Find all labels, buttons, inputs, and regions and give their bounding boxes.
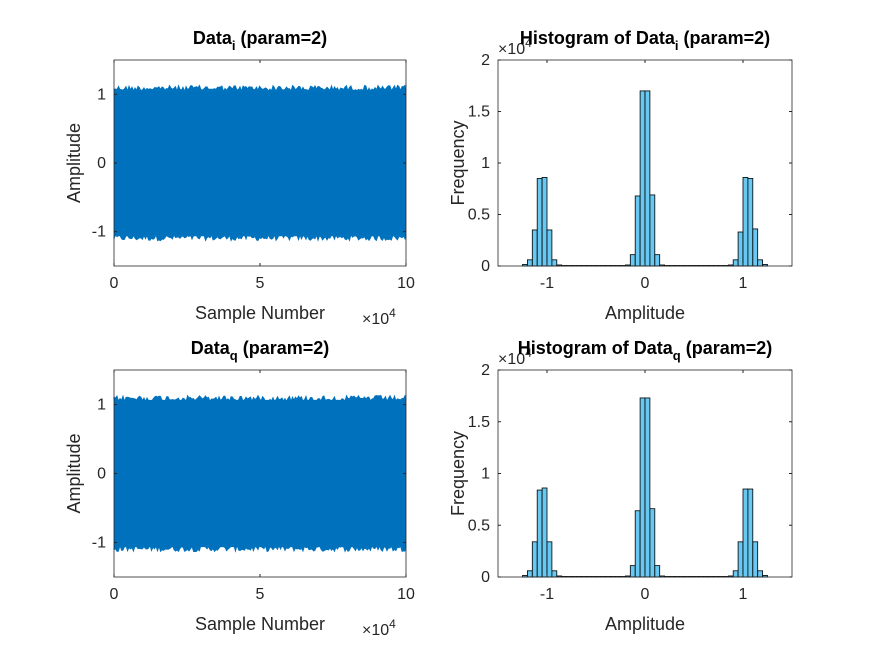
histogram-bar-4-48 <box>752 541 759 578</box>
y-tick-label-3-2: 0 <box>97 466 106 483</box>
x-tick-label-4-1: -1 <box>540 586 554 603</box>
x-tick-label-1-2: 5 <box>256 275 265 292</box>
histogram-bar-4-25 <box>639 397 646 578</box>
histogram-bar-4-4 <box>536 489 543 578</box>
histogram-bar-4-7 <box>551 570 558 578</box>
chart-title-4: Histogram of Dataq (param=2) <box>518 338 773 363</box>
x-axis-label-3: Sample Number <box>195 614 325 634</box>
y-tick-label-3-3: 1 <box>97 397 106 414</box>
histogram-bar-4-44 <box>732 570 739 578</box>
histogram-bar-2-45 <box>737 231 744 267</box>
histogram-bar-4-5 <box>541 487 548 578</box>
y-tick-label-1-3: 1 <box>97 86 106 103</box>
histogram-bar-2-3 <box>531 229 538 267</box>
histogram-bar-2-44 <box>732 259 739 267</box>
histogram-bar-4-24 <box>634 510 641 578</box>
y-tick-label-4-4: 1.5 <box>468 414 490 431</box>
histogram-bar-2-2 <box>527 259 533 267</box>
y-axis-label-1: Amplitude <box>64 123 84 203</box>
y-tick-label-3-1: -1 <box>92 535 106 552</box>
histogram-bar-4-6 <box>546 541 553 578</box>
waveform-body-1 <box>114 90 406 236</box>
y-tick-label-4-3: 1 <box>481 466 490 483</box>
x-tick-label-3-3: 10 <box>397 586 415 603</box>
chart-title-1: Datai (param=2) <box>193 28 327 53</box>
histogram-bar-4-3 <box>531 541 538 578</box>
histogram-bar-2-6 <box>546 229 553 267</box>
waveform-upper-edge-1 <box>113 84 407 93</box>
x-exponent-label-3: ×104 <box>362 617 396 639</box>
histogram-bar-2-7 <box>551 259 558 267</box>
waveform-upper-edge-3 <box>113 394 407 402</box>
histogram-bar-4-49 <box>757 570 764 578</box>
histogram-bar-2-4 <box>536 178 543 267</box>
histogram-bar-4-23 <box>629 565 636 578</box>
y-tick-label-2-2: 0.5 <box>468 207 490 224</box>
y-tick-label-4-2: 0.5 <box>468 517 490 534</box>
y-tick-label-4-5: 2 <box>481 362 490 379</box>
y-tick-label-2-3: 1 <box>481 155 490 172</box>
panel-1: 0 5 10 -1 0 1 Sample Number Amplitude ×104 Datai … <box>64 28 415 328</box>
x-axis-label-4: Amplitude <box>605 614 685 634</box>
x-tick-label-2-3: 1 <box>739 275 748 292</box>
histogram-bar-2-46 <box>742 177 749 267</box>
x-exponent-label-1: ×104 <box>362 306 396 328</box>
x-tick-label-4-3: 1 <box>739 586 748 603</box>
waveform-body-3 <box>114 400 406 547</box>
histogram-bar-2-26 <box>644 90 651 267</box>
x-tick-label-3-1: 0 <box>110 586 119 603</box>
chart-title-3: Dataq (param=2) <box>191 338 330 363</box>
panel-3: 0 5 10 -1 0 1 Sample Number Amplitude ×104 Dataq … <box>64 338 415 639</box>
x-tick-label-1-1: 0 <box>110 275 119 292</box>
panel-2: -1 0 1 0 0.5 1 1.5 2 Amplitude Frequency ×104Histo… <box>448 28 793 323</box>
waveform-lower-edge-3 <box>113 544 407 553</box>
x-axis-label-2: Amplitude <box>605 303 685 323</box>
y-axis-label-3: Amplitude <box>64 433 84 513</box>
histogram-bar-4-28 <box>654 565 661 578</box>
histogram-bar-2-48 <box>752 228 759 267</box>
histogram-bar-2-28 <box>654 254 661 267</box>
histogram-bar-4-27 <box>649 508 656 578</box>
x-tick-label-3-2: 5 <box>256 586 265 603</box>
histogram-bar-4-47 <box>747 488 754 578</box>
histogram-bar-2-47 <box>747 178 754 267</box>
histogram-bar-4-26 <box>644 397 651 578</box>
x-tick-label-2-1: -1 <box>540 275 554 292</box>
y-axis-label-2: Frequency <box>448 120 468 205</box>
histogram-bar-2-49 <box>757 259 764 267</box>
y-tick-label-1-2: 0 <box>97 155 106 172</box>
y-tick-label-1-1: -1 <box>92 224 106 241</box>
y-tick-label-4-1: 0 <box>481 569 490 586</box>
x-tick-label-2-2: 0 <box>641 275 650 292</box>
histogram-bar-2-23 <box>629 254 636 267</box>
y-exponent-label-4: ×104 <box>498 346 532 368</box>
y-axis-label-4: Frequency <box>448 431 468 516</box>
waveform-lower-edge-1 <box>113 234 407 242</box>
histogram-bar-2-24 <box>634 195 641 267</box>
y-exponent-label-2: ×104 <box>498 36 532 58</box>
y-tick-label-2-5: 2 <box>481 52 490 69</box>
histogram-bar-4-45 <box>737 541 744 578</box>
histogram-bar-2-25 <box>639 90 646 267</box>
x-tick-label-1-3: 10 <box>397 275 415 292</box>
y-tick-label-2-1: 0 <box>481 258 490 275</box>
histogram-bar-2-27 <box>649 194 656 267</box>
panel-4: -1 0 1 0 0.5 1 1.5 2 Amplitude Frequency ×104Histo… <box>448 338 793 634</box>
histogram-bar-4-2 <box>527 570 533 578</box>
histogram-bar-2-5 <box>541 177 548 267</box>
x-axis-label-1: Sample Number <box>195 303 325 323</box>
x-tick-label-4-2: 0 <box>641 586 650 603</box>
y-tick-label-2-4: 1.5 <box>468 104 490 121</box>
chart-title-2: Histogram of Datai (param=2) <box>520 28 770 53</box>
histogram-bar-4-46 <box>742 488 749 578</box>
